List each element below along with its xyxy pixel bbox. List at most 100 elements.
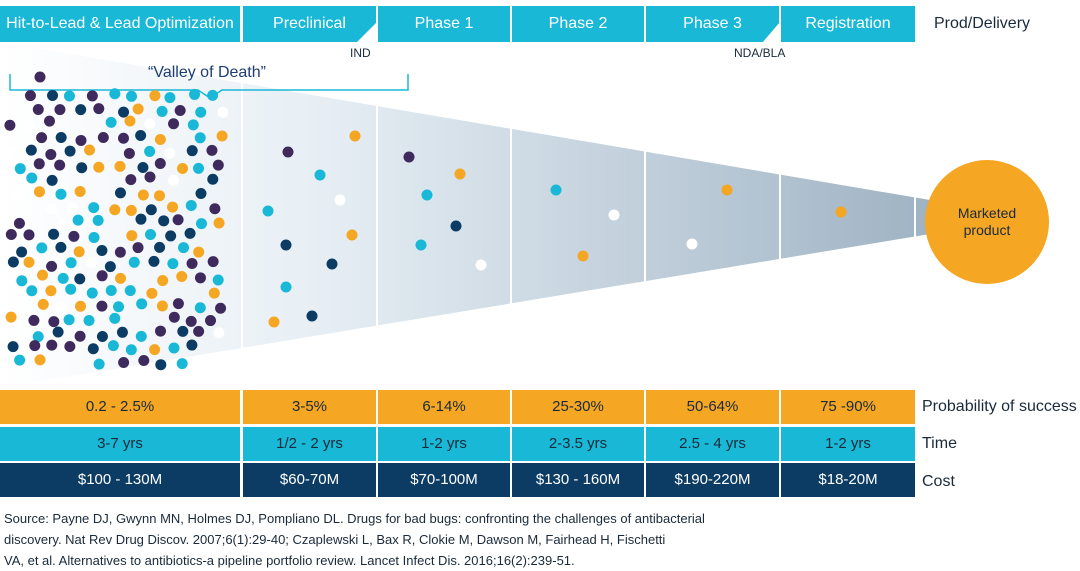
candidate-dot (32, 331, 44, 343)
candidate-dot (55, 188, 67, 200)
candidate-dot (45, 148, 57, 160)
candidate-dot (349, 130, 361, 142)
candidate-dot (135, 330, 147, 342)
candidate-dot (117, 132, 129, 144)
candidate-dot (216, 130, 228, 142)
time-cell: 1-2 yrs (378, 427, 510, 461)
candidate-dot (156, 300, 168, 312)
candidate-dot (65, 283, 77, 295)
candidate-dot (96, 270, 108, 282)
candidate-dot (92, 214, 104, 226)
candidate-dot (217, 106, 229, 118)
candidate-dot (63, 90, 75, 102)
candidate-dot (172, 298, 184, 310)
candidate-dot (96, 244, 108, 256)
candidate-dot (88, 202, 100, 214)
probability-cell: 6-14% (378, 390, 510, 424)
candidate-dot (146, 287, 158, 299)
candidate-dot (33, 186, 45, 198)
candidate-dot (14, 354, 26, 366)
candidate-dot (314, 169, 326, 181)
candidate-dot (57, 272, 69, 284)
candidate-dot (107, 340, 119, 352)
source-line: Source: Payne DJ, Gwynn MN, Holmes DJ, P… (4, 511, 705, 526)
candidate-dot (186, 257, 198, 269)
candidate-dot (55, 302, 67, 314)
candidate-dot (23, 229, 35, 241)
candidate-dot (168, 118, 180, 130)
candidate-dot (148, 255, 160, 267)
cost-cell: $18-20M (781, 463, 915, 497)
ind-milestone: IND (350, 46, 371, 60)
candidate-dot (136, 298, 148, 310)
valley-of-death-label: “Valley of Death” (148, 64, 266, 81)
candidate-dot (26, 285, 38, 297)
candidate-dot (114, 160, 126, 172)
candidate-dot (209, 203, 221, 215)
candidate-dot (126, 230, 138, 242)
candidate-dot (168, 342, 180, 354)
candidate-dot (193, 162, 205, 174)
candidate-dot (212, 274, 224, 286)
candidate-dot (158, 215, 170, 227)
probability-cell: 50-64% (646, 390, 779, 424)
candidate-dot (195, 218, 207, 230)
candidate-dot (65, 257, 77, 269)
candidate-dot (450, 220, 462, 232)
candidate-dot (174, 105, 186, 117)
candidate-dot (93, 103, 105, 115)
candidate-dot (137, 189, 149, 201)
candidate-dot (5, 311, 17, 323)
candidate-dot (176, 271, 188, 283)
candidate-dot (145, 204, 157, 216)
candidate-dot (165, 230, 177, 242)
candidate-dot (334, 194, 346, 206)
candidate-dot (346, 229, 358, 241)
stage-phase-1: Phase 1 (378, 6, 510, 42)
candidate-dot (113, 301, 125, 313)
candidate-dot (109, 312, 121, 324)
candidate-dot (155, 325, 167, 337)
candidate-dot (85, 257, 97, 269)
candidate-dot (34, 354, 46, 366)
candidate-dot (187, 119, 199, 131)
candidate-dot (43, 115, 55, 127)
candidate-dot (86, 287, 98, 299)
candidate-dot (96, 300, 108, 312)
candidate-dot (83, 314, 95, 326)
candidate-dot (87, 343, 99, 355)
candidate-dot (306, 310, 318, 322)
candidate-dot (125, 344, 137, 356)
candidate-dot (75, 300, 87, 312)
candidate-dot (475, 259, 487, 271)
candidate-dot (74, 273, 86, 285)
candidate-dot (138, 354, 150, 366)
candidate-dot (157, 275, 169, 287)
candidate-dot (13, 189, 25, 201)
candidate-dot (25, 144, 37, 156)
candidate-dot (154, 190, 166, 202)
candidate-dot (149, 344, 161, 356)
marketed-product-line2: product (963, 222, 1011, 238)
candidate-dot (46, 260, 58, 272)
candidate-dot (28, 314, 40, 326)
candidate-dot (154, 241, 166, 253)
candidate-dot (32, 103, 44, 115)
candidate-dot (125, 174, 137, 186)
candidate-dot (66, 202, 78, 214)
candidate-dot (206, 144, 218, 156)
candidate-dot (213, 327, 225, 339)
source-citation: Source: Payne DJ, Gwynn MN, Holmes DJ, P… (4, 508, 804, 571)
candidate-dot (104, 261, 116, 273)
candidate-dot (86, 90, 98, 102)
cost-cell: $70-100M (378, 463, 510, 497)
candidate-dot (144, 145, 156, 157)
candidate-dot (4, 119, 16, 131)
candidate-dot (186, 145, 198, 157)
candidate-dot (72, 214, 84, 226)
cost-cell: $60-70M (243, 463, 376, 497)
candidate-dot (835, 206, 847, 218)
time-cell: 1/2 - 2 yrs (243, 427, 376, 461)
cost-label: Cost (922, 473, 955, 490)
